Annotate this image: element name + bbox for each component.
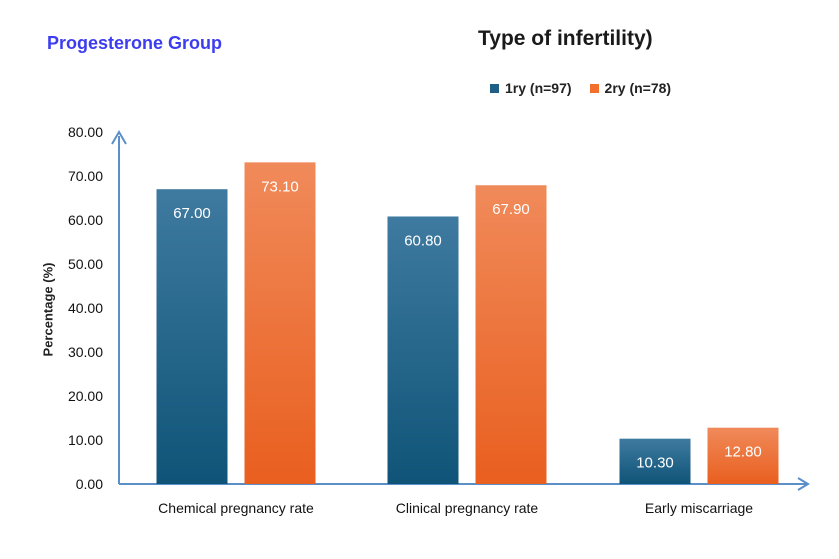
legend-label-1ry: 1ry (n=97) <box>505 80 572 96</box>
legend: 1ry (n=97) 2ry (n=78) <box>490 80 671 96</box>
legend-item-1ry: 1ry (n=97) <box>490 80 572 96</box>
bar-2ry <box>244 162 316 485</box>
data-label-2ry: 12.80 <box>724 444 762 461</box>
y-tick-label: 10.00 <box>68 432 103 448</box>
data-label-2ry: 73.10 <box>261 178 299 195</box>
y-tick-label: 80.00 <box>68 124 103 140</box>
y-axis-arrow <box>111 130 127 145</box>
x-category-label: Early miscarriage <box>645 500 753 516</box>
data-label-2ry: 67.90 <box>492 201 530 218</box>
y-tick-label: 0.00 <box>76 476 103 492</box>
legend-label-2ry: 2ry (n=78) <box>604 80 672 96</box>
data-label-1ry: 60.80 <box>404 232 442 249</box>
y-tick-label: 50.00 <box>68 256 103 272</box>
x-category-label: Clinical pregnancy rate <box>396 500 539 516</box>
group-title: Progesterone Group <box>47 33 223 53</box>
bar-1ry <box>387 216 459 485</box>
x-category-label: Chemical pregnancy rate <box>158 500 314 516</box>
legend-swatch-1ry <box>490 83 499 93</box>
legend-title: Type of infertility) <box>478 27 653 50</box>
y-tick-label: 40.00 <box>68 300 103 316</box>
legend-item-2ry: 2ry (n=78) <box>589 80 672 96</box>
bar-2ry <box>707 427 779 484</box>
data-label-1ry: 67.00 <box>173 205 211 222</box>
y-tick-label: 30.00 <box>68 344 103 360</box>
bar-1ry <box>156 189 228 484</box>
legend-swatch-2ry <box>589 83 599 93</box>
bar-1ry <box>619 438 691 484</box>
y-tick-label: 60.00 <box>68 212 103 228</box>
y-tick-label: 20.00 <box>68 388 103 404</box>
bar-2ry <box>475 185 547 485</box>
data-label-1ry: 10.30 <box>636 455 674 472</box>
y-tick-label: 70.00 <box>68 168 103 184</box>
x-axis-arrow <box>797 477 810 491</box>
